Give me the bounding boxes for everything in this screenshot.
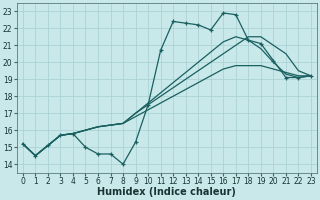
X-axis label: Humidex (Indice chaleur): Humidex (Indice chaleur) [98,187,236,197]
